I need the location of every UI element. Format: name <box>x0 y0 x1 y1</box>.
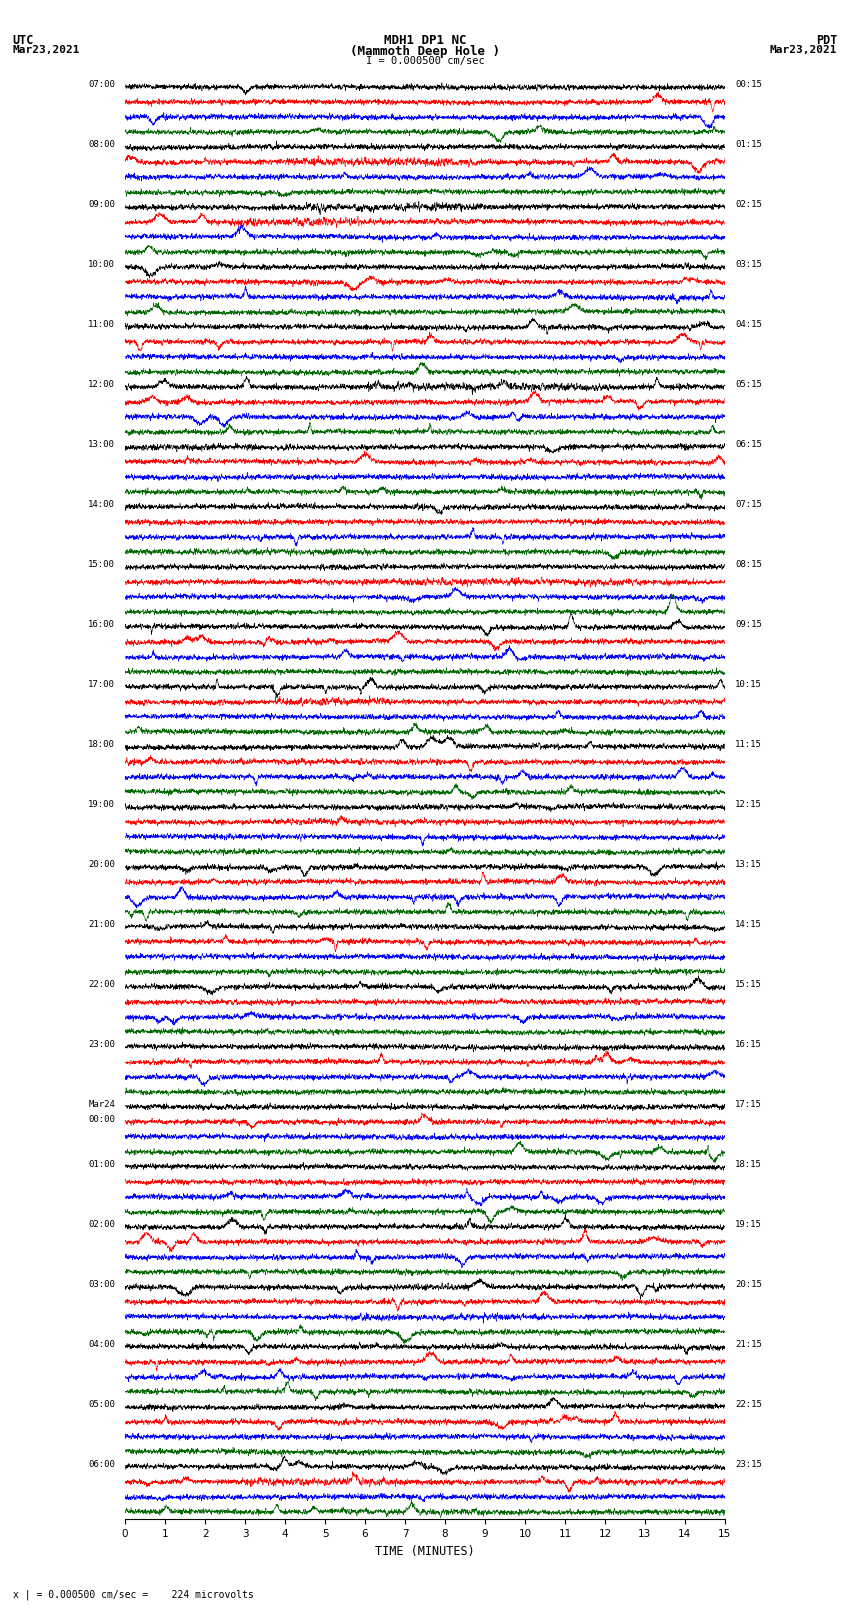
Text: 19:15: 19:15 <box>735 1219 762 1229</box>
Text: 13:00: 13:00 <box>88 440 115 450</box>
Text: (Mammoth Deep Hole ): (Mammoth Deep Hole ) <box>350 45 500 58</box>
Text: 18:00: 18:00 <box>88 740 115 748</box>
Text: 11:00: 11:00 <box>88 321 115 329</box>
Text: 15:00: 15:00 <box>88 560 115 569</box>
Text: MDH1 DP1 NC: MDH1 DP1 NC <box>383 34 467 47</box>
Text: 16:00: 16:00 <box>88 621 115 629</box>
Text: 05:15: 05:15 <box>735 381 762 389</box>
Text: 05:00: 05:00 <box>88 1400 115 1410</box>
Text: 12:00: 12:00 <box>88 381 115 389</box>
Text: 02:15: 02:15 <box>735 200 762 210</box>
Text: 14:15: 14:15 <box>735 919 762 929</box>
Text: 04:15: 04:15 <box>735 321 762 329</box>
Text: Mar24: Mar24 <box>88 1100 115 1110</box>
Text: 21:15: 21:15 <box>735 1340 762 1348</box>
Text: 00:00: 00:00 <box>88 1115 115 1124</box>
Text: x | = 0.000500 cm/sec =    224 microvolts: x | = 0.000500 cm/sec = 224 microvolts <box>13 1589 253 1600</box>
Text: 15:15: 15:15 <box>735 981 762 989</box>
Text: 00:15: 00:15 <box>735 81 762 89</box>
Text: 08:00: 08:00 <box>88 140 115 150</box>
Text: UTC: UTC <box>13 34 34 47</box>
Text: 17:00: 17:00 <box>88 681 115 689</box>
Text: 22:00: 22:00 <box>88 981 115 989</box>
Text: 06:15: 06:15 <box>735 440 762 450</box>
Text: PDT: PDT <box>816 34 837 47</box>
Text: 17:15: 17:15 <box>735 1100 762 1110</box>
Text: 13:15: 13:15 <box>735 860 762 869</box>
Text: 19:00: 19:00 <box>88 800 115 810</box>
Text: 10:15: 10:15 <box>735 681 762 689</box>
Text: 01:15: 01:15 <box>735 140 762 150</box>
Text: 02:00: 02:00 <box>88 1219 115 1229</box>
Text: 03:00: 03:00 <box>88 1281 115 1289</box>
Text: 07:00: 07:00 <box>88 81 115 89</box>
Text: 11:15: 11:15 <box>735 740 762 748</box>
Text: 12:15: 12:15 <box>735 800 762 810</box>
Text: 09:00: 09:00 <box>88 200 115 210</box>
Text: 06:00: 06:00 <box>88 1460 115 1469</box>
Text: 20:00: 20:00 <box>88 860 115 869</box>
Text: Mar23,2021: Mar23,2021 <box>770 45 837 55</box>
Text: 03:15: 03:15 <box>735 260 762 269</box>
Text: 10:00: 10:00 <box>88 260 115 269</box>
Text: 16:15: 16:15 <box>735 1040 762 1048</box>
Text: 18:15: 18:15 <box>735 1160 762 1169</box>
Text: 09:15: 09:15 <box>735 621 762 629</box>
Text: Mar23,2021: Mar23,2021 <box>13 45 80 55</box>
Text: 22:15: 22:15 <box>735 1400 762 1410</box>
Text: 23:15: 23:15 <box>735 1460 762 1469</box>
Text: 08:15: 08:15 <box>735 560 762 569</box>
Text: 04:00: 04:00 <box>88 1340 115 1348</box>
Text: 20:15: 20:15 <box>735 1281 762 1289</box>
Text: 07:15: 07:15 <box>735 500 762 510</box>
Text: 01:00: 01:00 <box>88 1160 115 1169</box>
X-axis label: TIME (MINUTES): TIME (MINUTES) <box>375 1545 475 1558</box>
Text: 21:00: 21:00 <box>88 919 115 929</box>
Text: I = 0.000500 cm/sec: I = 0.000500 cm/sec <box>366 56 484 66</box>
Text: 14:00: 14:00 <box>88 500 115 510</box>
Text: 23:00: 23:00 <box>88 1040 115 1048</box>
